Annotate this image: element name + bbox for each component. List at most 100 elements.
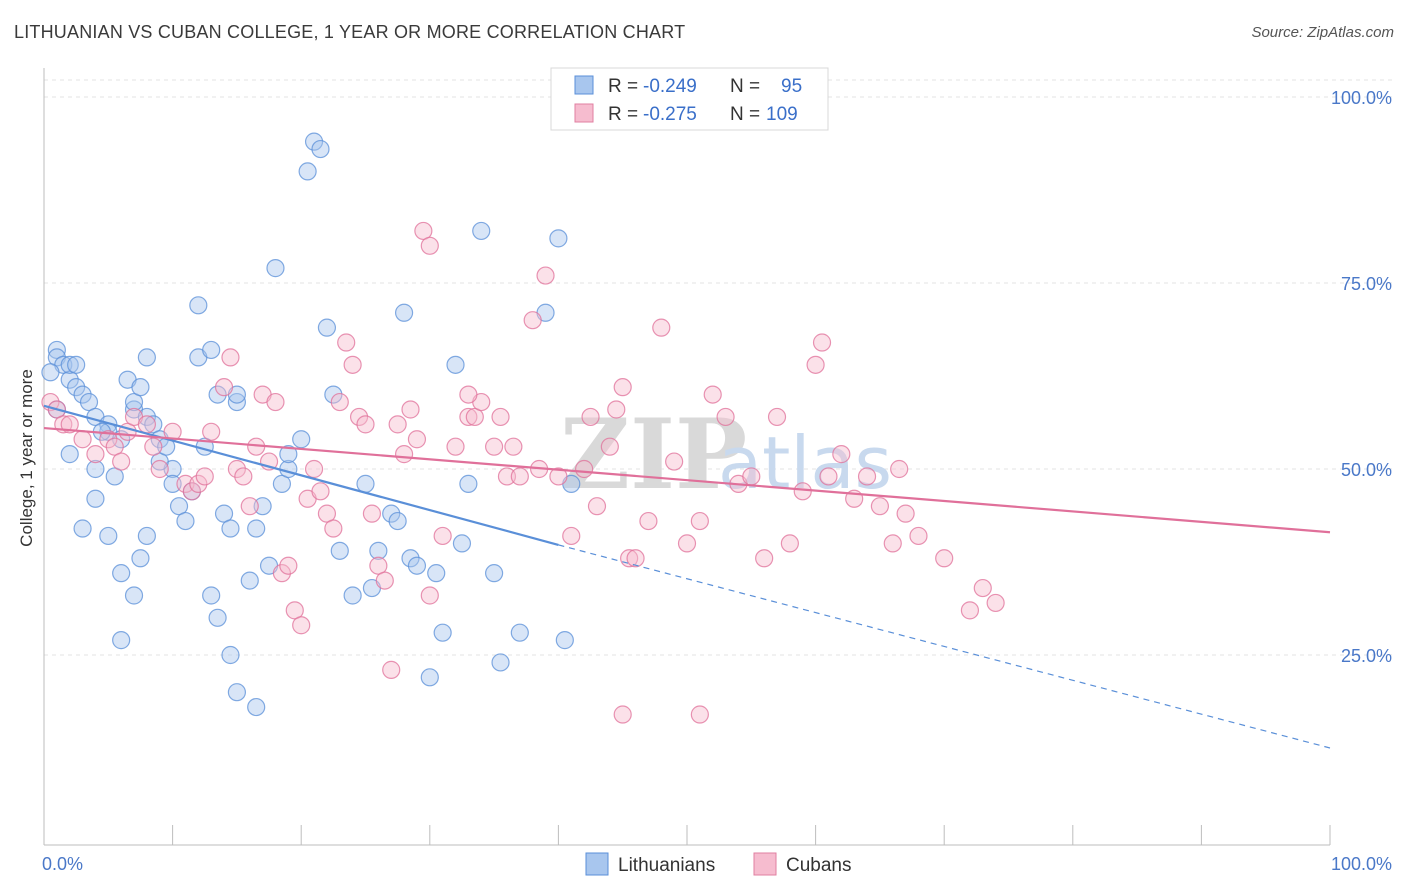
point-cubans xyxy=(806,355,825,374)
x-tick-labels: 0.0% 100.0% xyxy=(42,854,1392,874)
point-lithuanians xyxy=(549,229,568,248)
chart-source: Source: ZipAtlas.com xyxy=(1251,24,1394,41)
x-tick-label: 0.0% xyxy=(42,854,83,874)
y-tick-labels: 25.0% 50.0% 75.0% 100.0% xyxy=(1331,88,1392,666)
point-cubans xyxy=(607,400,626,419)
point-lithuanians xyxy=(343,586,362,605)
point-cubans xyxy=(510,467,529,486)
series-cubans xyxy=(41,221,1005,724)
point-lithuanians xyxy=(298,162,317,181)
point-cubans xyxy=(182,482,201,501)
point-lithuanians xyxy=(407,556,427,575)
point-lithuanians xyxy=(202,340,221,360)
point-cubans xyxy=(433,526,452,546)
point-cubans xyxy=(909,526,928,546)
legend-n-label: N = xyxy=(730,104,760,125)
point-cubans xyxy=(150,459,169,479)
point-lithuanians xyxy=(369,541,388,560)
trend-line-lithuanians xyxy=(43,404,559,546)
point-lithuanians xyxy=(253,497,272,516)
point-cubans xyxy=(626,549,645,568)
y-tick-label: 50.0% xyxy=(1341,460,1392,480)
point-lithuanians xyxy=(67,355,86,374)
point-cubans xyxy=(144,437,163,456)
point-cubans xyxy=(832,445,851,464)
point-cubans xyxy=(780,534,799,553)
point-cubans xyxy=(677,534,697,553)
point-lithuanians xyxy=(86,489,105,508)
bottom-legend-label-cubans: Cubans xyxy=(786,855,852,876)
point-cubans xyxy=(459,385,478,404)
point-lithuanians xyxy=(202,586,221,605)
point-lithuanians xyxy=(227,683,246,702)
point-lithuanians xyxy=(382,504,401,523)
point-cubans xyxy=(240,497,259,516)
gridlines xyxy=(44,79,1392,656)
point-cubans xyxy=(407,430,427,449)
legend-n-label: N = xyxy=(730,76,760,97)
point-cubans xyxy=(176,474,195,493)
point-cubans xyxy=(362,504,382,523)
point-cubans xyxy=(189,474,208,493)
point-cubans xyxy=(60,415,79,434)
point-cubans xyxy=(266,392,285,412)
legend-box: R = -0.249 N = 95 R = -0.275 N = 109 xyxy=(550,67,829,131)
point-cubans xyxy=(973,578,992,598)
point-cubans xyxy=(337,333,356,352)
legend-n-value: 95 xyxy=(781,76,802,97)
point-lithuanians xyxy=(124,586,144,605)
trend-line-cubans xyxy=(43,426,1331,534)
point-cubans xyxy=(896,504,915,523)
point-lithuanians xyxy=(304,132,324,151)
point-cubans xyxy=(401,400,420,419)
legend-r-value: -0.275 xyxy=(643,104,697,125)
point-cubans xyxy=(575,459,594,479)
point-cubans xyxy=(491,407,510,427)
point-cubans xyxy=(960,601,980,620)
point-cubans xyxy=(600,437,619,456)
y-axis-label: College, 1 year or more xyxy=(17,369,36,547)
point-cubans xyxy=(767,407,787,427)
legend-r-value: -0.249 xyxy=(643,76,697,97)
point-cubans xyxy=(375,571,394,590)
point-lithuanians xyxy=(420,668,439,687)
point-lithuanians xyxy=(324,385,343,404)
point-cubans xyxy=(99,430,118,449)
point-lithuanians xyxy=(292,430,311,449)
point-lithuanians xyxy=(247,519,266,538)
point-lithuanians xyxy=(112,631,131,650)
point-cubans xyxy=(562,526,581,546)
legend-swatch-cubans xyxy=(574,103,594,123)
point-lithuanians xyxy=(317,318,337,337)
point-cubans xyxy=(690,511,709,531)
point-lithuanians xyxy=(452,534,472,553)
point-lithuanians xyxy=(394,303,414,322)
point-cubans xyxy=(716,407,735,427)
point-lithuanians xyxy=(41,363,60,382)
point-lithuanians xyxy=(388,511,407,531)
y-tick-label: 75.0% xyxy=(1341,274,1392,294)
point-cubans xyxy=(812,333,832,352)
point-cubans xyxy=(227,459,246,479)
point-cubans xyxy=(311,482,330,501)
legend-n-value: 109 xyxy=(766,104,798,125)
point-lithuanians xyxy=(73,519,92,538)
point-cubans xyxy=(330,392,349,412)
point-cubans xyxy=(304,459,324,479)
point-lithuanians xyxy=(227,392,246,412)
point-cubans xyxy=(523,311,542,330)
point-cubans xyxy=(137,415,156,434)
point-cubans xyxy=(690,705,709,724)
point-cubans xyxy=(581,407,600,427)
point-cubans xyxy=(195,467,214,486)
point-lithuanians xyxy=(131,378,150,397)
point-lithuanians xyxy=(510,623,529,642)
point-lithuanians xyxy=(433,623,452,642)
point-lithuanians xyxy=(459,474,478,493)
point-lithuanians xyxy=(401,549,420,568)
bottom-legend-label-lithuanians: Lithuanians xyxy=(618,855,715,876)
point-cubans xyxy=(497,467,517,486)
point-cubans xyxy=(703,385,722,404)
point-lithuanians xyxy=(137,407,156,427)
